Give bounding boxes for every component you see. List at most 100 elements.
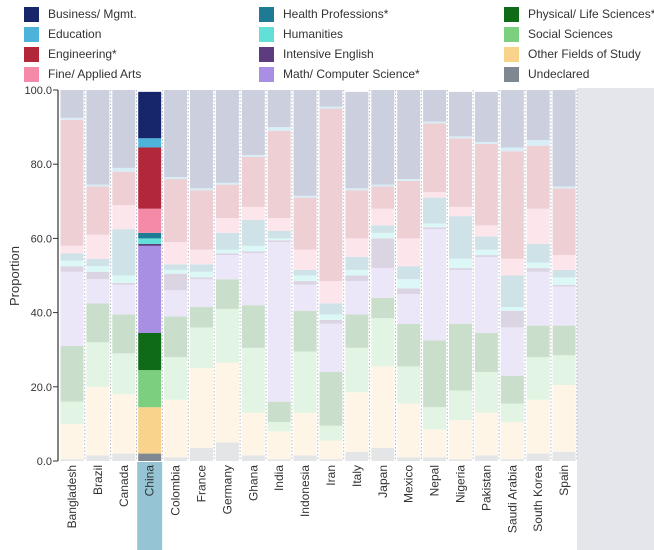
bar-segment-intensive-english[interactable] bbox=[552, 284, 576, 287]
bar-segment-undeclared[interactable] bbox=[345, 451, 369, 461]
bar-segment-undeclared[interactable] bbox=[552, 451, 576, 461]
bar-segment-health-professions[interactable] bbox=[86, 258, 110, 267]
bar-segment-other-fields-of-study[interactable] bbox=[319, 440, 343, 460]
bar-segment-humanities[interactable] bbox=[293, 275, 317, 282]
bar-segment-math-computer-science[interactable] bbox=[423, 229, 447, 341]
bar-segment-math-computer-science[interactable] bbox=[474, 256, 498, 334]
bar-segment-engineering[interactable] bbox=[293, 197, 317, 250]
bar-segment-other-fields-of-study[interactable] bbox=[293, 412, 317, 456]
bar-segment-intensive-english[interactable] bbox=[423, 227, 447, 230]
bar-segment-business-mgmt[interactable] bbox=[241, 90, 265, 155]
bar-segment-other-fields-of-study[interactable] bbox=[215, 362, 239, 443]
bar-segment-humanities[interactable] bbox=[345, 269, 369, 276]
bar-segment-math-computer-science[interactable] bbox=[397, 294, 421, 324]
bar-segment-intensive-english[interactable] bbox=[190, 277, 213, 280]
legend-item-engineering[interactable]: Engineering* bbox=[24, 46, 117, 62]
bar-segment-physical-life-sciences[interactable] bbox=[267, 401, 291, 423]
bar-segment-humanities[interactable] bbox=[138, 238, 162, 244]
bar-brazil[interactable] bbox=[86, 90, 110, 461]
bar-segment-health-professions[interactable] bbox=[112, 229, 136, 276]
bar-segment-social-sciences[interactable] bbox=[371, 318, 395, 367]
bar-segment-other-fields-of-study[interactable] bbox=[552, 384, 576, 452]
bar-segment-business-mgmt[interactable] bbox=[215, 90, 239, 183]
bar-segment-social-sciences[interactable] bbox=[319, 425, 343, 441]
bar-ghana[interactable] bbox=[241, 90, 265, 461]
bar-segment-undeclared[interactable] bbox=[526, 453, 550, 461]
bar-segment-humanities[interactable] bbox=[526, 262, 550, 269]
bar-segment-engineering[interactable] bbox=[526, 145, 550, 209]
bar-segment-fine-applied-arts[interactable] bbox=[60, 245, 84, 254]
bar-segment-intensive-english[interactable] bbox=[371, 238, 395, 269]
bar-segment-physical-life-sciences[interactable] bbox=[474, 333, 498, 372]
bar-segment-engineering[interactable] bbox=[423, 123, 447, 193]
bar-segment-math-computer-science[interactable] bbox=[86, 279, 110, 304]
bar-segment-intensive-english[interactable] bbox=[138, 243, 162, 246]
bar-segment-fine-applied-arts[interactable] bbox=[164, 242, 188, 265]
bar-segment-business-mgmt[interactable] bbox=[526, 90, 550, 141]
bar-segment-humanities[interactable] bbox=[423, 223, 447, 228]
bar-segment-engineering[interactable] bbox=[241, 156, 265, 207]
bar-segment-other-fields-of-study[interactable] bbox=[526, 399, 550, 454]
bar-segment-social-sciences[interactable] bbox=[449, 390, 472, 421]
bar-segment-humanities[interactable] bbox=[112, 275, 136, 283]
bar-segment-other-fields-of-study[interactable] bbox=[397, 403, 421, 458]
bar-segment-undeclared[interactable] bbox=[500, 459, 524, 461]
legend-item-business-mgmt[interactable]: Business/ Mgmt. bbox=[24, 6, 137, 22]
bar-segment-physical-life-sciences[interactable] bbox=[164, 316, 188, 358]
bar-segment-intensive-english[interactable] bbox=[474, 255, 498, 257]
bar-segment-other-fields-of-study[interactable] bbox=[267, 431, 291, 460]
bar-segment-engineering[interactable] bbox=[267, 130, 291, 218]
bar-segment-engineering[interactable] bbox=[500, 151, 524, 259]
bar-segment-math-computer-science[interactable] bbox=[319, 323, 343, 372]
bar-segment-physical-life-sciences[interactable] bbox=[371, 297, 395, 319]
bar-segment-other-fields-of-study[interactable] bbox=[371, 366, 395, 449]
bar-segment-other-fields-of-study[interactable] bbox=[474, 412, 498, 456]
bar-segment-fine-applied-arts[interactable] bbox=[474, 225, 498, 237]
bar-segment-physical-life-sciences[interactable] bbox=[397, 323, 421, 367]
bar-segment-fine-applied-arts[interactable] bbox=[190, 249, 213, 265]
bar-segment-engineering[interactable] bbox=[164, 179, 188, 243]
bar-segment-engineering[interactable] bbox=[345, 190, 369, 239]
bar-segment-engineering[interactable] bbox=[371, 186, 395, 209]
bar-segment-physical-life-sciences[interactable] bbox=[552, 325, 576, 356]
bar-segment-education[interactable] bbox=[500, 147, 524, 152]
bar-segment-business-mgmt[interactable] bbox=[60, 90, 84, 118]
bar-south-korea[interactable] bbox=[526, 90, 550, 461]
bar-segment-math-computer-science[interactable] bbox=[164, 290, 188, 317]
bar-segment-undeclared[interactable] bbox=[449, 459, 472, 461]
bar-segment-education[interactable] bbox=[164, 177, 188, 180]
bar-segment-fine-applied-arts[interactable] bbox=[267, 217, 291, 231]
bar-segment-other-fields-of-study[interactable] bbox=[345, 392, 369, 452]
bar-segment-engineering[interactable] bbox=[60, 119, 84, 246]
bar-segment-social-sciences[interactable] bbox=[267, 422, 291, 432]
bar-segment-math-computer-science[interactable] bbox=[60, 271, 84, 346]
bar-japan[interactable] bbox=[371, 90, 395, 461]
bar-segment-business-mgmt[interactable] bbox=[267, 90, 291, 128]
bar-segment-undeclared[interactable] bbox=[112, 453, 136, 461]
bar-segment-health-professions[interactable] bbox=[164, 264, 188, 270]
bar-segment-education[interactable] bbox=[112, 167, 136, 172]
bar-segment-humanities[interactable] bbox=[86, 266, 110, 272]
bar-segment-intensive-english[interactable] bbox=[267, 240, 291, 243]
bar-segment-health-professions[interactable] bbox=[293, 269, 317, 276]
bar-spain[interactable] bbox=[552, 90, 576, 461]
bar-segment-education[interactable] bbox=[423, 121, 447, 124]
bar-segment-social-sciences[interactable] bbox=[397, 366, 421, 404]
bar-colombia[interactable] bbox=[164, 90, 188, 461]
bar-segment-intensive-english[interactable] bbox=[293, 281, 317, 285]
bar-segment-health-professions[interactable] bbox=[319, 303, 343, 315]
bar-segment-fine-applied-arts[interactable] bbox=[241, 206, 265, 220]
bar-segment-other-fields-of-study[interactable] bbox=[86, 386, 110, 456]
bar-segment-other-fields-of-study[interactable] bbox=[60, 423, 84, 460]
bar-segment-intensive-english[interactable] bbox=[397, 288, 421, 295]
legend-item-undeclared[interactable]: Undeclared bbox=[504, 66, 589, 82]
bar-segment-health-professions[interactable] bbox=[345, 256, 369, 270]
bar-segment-humanities[interactable] bbox=[474, 249, 498, 256]
bar-segment-math-computer-science[interactable] bbox=[215, 255, 239, 280]
bar-segment-business-mgmt[interactable] bbox=[449, 91, 472, 137]
legend-item-fine-applied-arts[interactable]: Fine/ Applied Arts bbox=[24, 66, 141, 82]
bar-segment-physical-life-sciences[interactable] bbox=[293, 310, 317, 352]
bar-segment-fine-applied-arts[interactable] bbox=[526, 208, 550, 244]
bar-segment-health-professions[interactable] bbox=[60, 253, 84, 261]
bar-segment-engineering[interactable] bbox=[319, 108, 343, 282]
